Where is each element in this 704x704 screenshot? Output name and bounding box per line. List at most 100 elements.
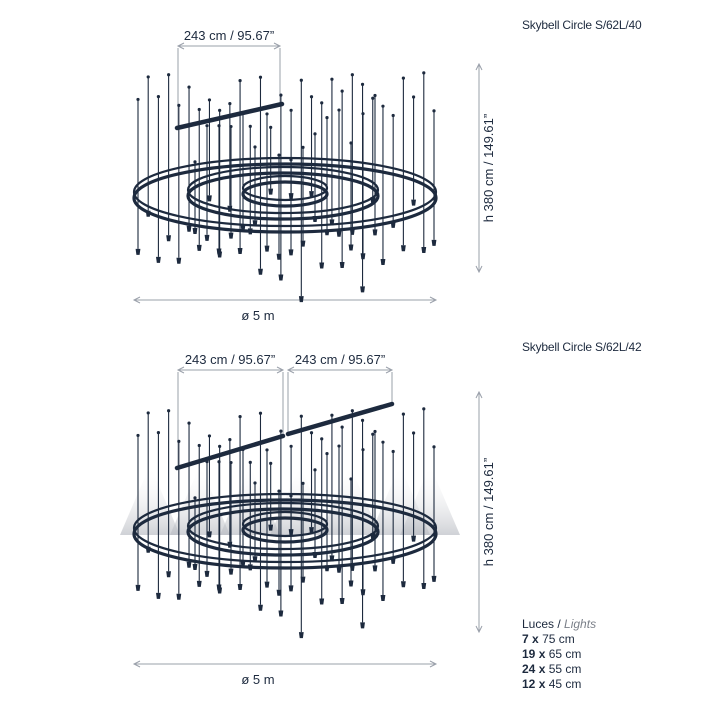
pendant-bulb [204,234,210,241]
pendant-bulb [390,221,396,228]
bottom-diameter-dimension [132,660,438,668]
pendant-bulb [135,248,141,255]
pendant-bulb [421,247,427,254]
pendant-bulb [329,555,335,562]
pendant-bulb [300,240,306,247]
pendant-bulb [276,253,282,260]
top-height-dimension [475,62,483,274]
ceiling-point [411,431,416,435]
pendant-bulb [300,576,306,583]
ceiling-point [238,78,242,83]
lights-size: 65 cm [548,647,582,661]
outer-ring [132,498,438,570]
pendant-bulb [264,581,270,588]
ceiling-point [340,89,344,93]
ceiling-point [391,113,395,118]
pendant-bulb [166,571,172,578]
pendant-bulb [431,239,437,246]
ceiling-point [217,124,221,128]
top-lamp-illustration [132,71,438,303]
ceiling-point [218,444,222,448]
pendant-bulb [240,560,246,567]
top-diameter-label: ø 5 m [241,308,274,323]
ceiling-point [349,477,353,481]
ceiling-point [301,481,305,485]
bottom-drawing: 243 cm / 95.67” 243 cm / 95.67” h 380 cm… [120,352,496,687]
lights-times: x [538,662,546,676]
ceiling-point [177,103,181,107]
ceiling-point [301,145,305,149]
ceiling-point [238,414,242,419]
ceiling-point [422,407,426,411]
inner-ring [241,180,329,208]
ceiling-point [350,409,354,413]
pendant-bulb [268,188,274,195]
ceiling-point [330,77,334,81]
pendant-bulb [196,580,202,587]
ceiling-point [391,449,395,454]
lights-size: 45 cm [548,677,582,691]
ceiling-point [279,429,283,433]
ceiling-point [432,445,436,449]
lights-times: x [538,677,546,691]
ceiling-point [136,433,140,438]
ceiling-point [401,76,405,80]
pendant-bulb [319,262,325,269]
pendant-bulb [176,257,182,264]
ceiling-point [241,111,245,116]
pendant-bulb [312,215,318,222]
pendant-bulb [339,261,345,268]
pendant-bulb [380,594,386,601]
pendant-bulb [247,228,253,235]
ceiling-point [340,425,344,429]
top-model-title: Skybell Circle S/62L/40 [522,18,642,32]
pendant-bulb [252,556,258,563]
ceiling-point [167,409,171,413]
pendant-bulb [145,546,151,553]
ceiling-point [381,104,385,108]
ceiling-point [207,98,212,102]
pendant-bulb [204,570,210,577]
lights-times: x [538,647,546,661]
pendant-bulb [390,557,396,564]
pendant-bulb [264,245,270,252]
ceiling-point [289,444,293,448]
pendant-bulb [186,561,192,568]
pendant-bulb [298,296,304,303]
ceiling-point [360,82,365,86]
bottom-lamp-illustration [132,401,438,639]
ceiling-point [325,452,329,456]
pendant-bulb [309,191,314,198]
pendant-bulb [268,524,274,531]
pendant-bulb [324,565,330,572]
pendant-bulb [380,258,386,265]
pendant-bulb [288,249,294,256]
pendant-bulb [207,195,212,202]
ceiling-point [309,431,314,435]
ceiling-point [197,443,201,448]
pendant-bulb [288,585,294,592]
middle-ring-edge [186,501,380,551]
pendant-bulb [360,589,366,596]
pendant-bulb [156,256,161,263]
lights-size: 75 cm [542,632,575,646]
ceiling-point [269,461,273,465]
ceiling-point [218,108,222,112]
pendant-bulb [336,230,342,237]
pendant-bulb [360,253,366,260]
lights-size: 55 cm [548,662,582,676]
pendant-bulb [431,575,437,582]
lights-title-en: Lights [564,617,597,631]
ceiling-point [289,108,293,112]
ceiling-point [320,437,324,441]
pendant-bulb [176,593,182,600]
ceiling-point [187,85,191,89]
pendant-bulb [400,245,406,252]
pendant-bulb [319,598,325,605]
ceiling-point [360,418,365,422]
middle-ring [186,507,380,557]
ceiling-point [207,434,212,438]
top-diameter-dimension [132,296,438,304]
